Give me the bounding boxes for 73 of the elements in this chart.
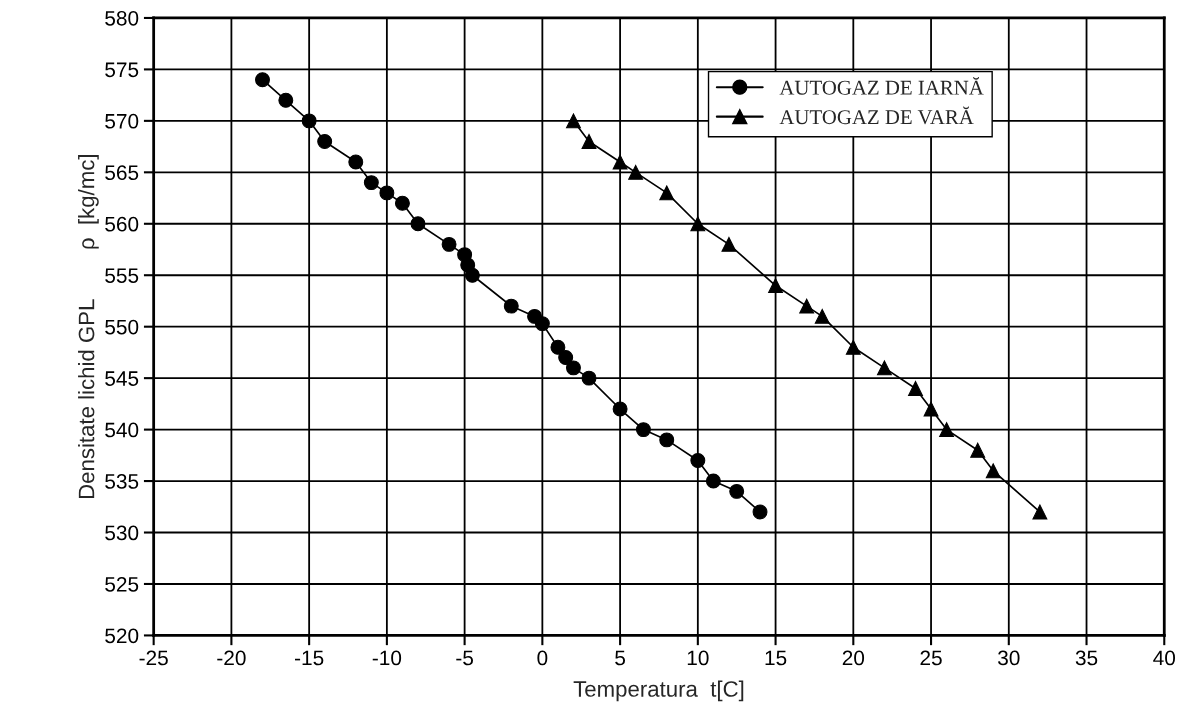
y-tick-label: 540	[105, 422, 139, 438]
point	[317, 133, 333, 149]
point	[348, 154, 364, 170]
x-tick-label: -20	[217, 650, 246, 666]
point	[565, 113, 581, 129]
point	[612, 401, 628, 417]
y-tick-label: 525	[105, 576, 139, 592]
y-tick-label: 535	[105, 474, 139, 489]
y-tick-label: 580	[105, 10, 139, 26]
x-tick-label: 5	[615, 650, 626, 666]
y-tick-label: 555	[105, 268, 139, 283]
point	[768, 278, 784, 293]
point	[752, 504, 768, 520]
y-tick-label: 565	[105, 165, 139, 181]
x-tick-label: -5	[456, 650, 474, 666]
point	[581, 370, 597, 386]
x-tick-label: 30	[998, 650, 1020, 666]
point	[1032, 504, 1048, 520]
point	[705, 473, 721, 489]
x-tick-label: 15	[765, 650, 787, 666]
y-tick-label: 530	[105, 525, 139, 541]
point	[301, 113, 317, 129]
x-tick-label: 25	[920, 650, 942, 666]
y-axis-title: Densitate lichid GPL ρ [kg/mc]	[78, 155, 99, 499]
x-axis-title: Temperatura t[C]	[573, 680, 744, 702]
point	[659, 432, 675, 448]
x-tick-label: 35	[1075, 650, 1098, 666]
point	[876, 360, 892, 376]
point	[379, 185, 395, 201]
point	[635, 422, 651, 438]
point	[550, 339, 566, 355]
point	[503, 298, 519, 314]
point	[255, 72, 270, 88]
legend-label: AUTOGAZ DE IARNĂ	[779, 76, 984, 95]
x-tick-label: 20	[842, 650, 865, 666]
point	[581, 133, 597, 149]
point	[985, 463, 1001, 479]
point	[690, 216, 706, 232]
point	[799, 298, 815, 314]
point	[659, 185, 675, 201]
y-tick-label: 570	[105, 113, 139, 129]
y-tick-label: 560	[105, 216, 139, 232]
point	[464, 267, 480, 283]
point	[441, 236, 457, 252]
point	[923, 401, 939, 417]
point	[278, 92, 294, 108]
x-tick-label: 0	[537, 650, 548, 666]
point	[558, 350, 574, 366]
point	[534, 316, 550, 332]
point	[721, 236, 737, 252]
point	[970, 442, 986, 458]
x-tick-label: 10	[687, 650, 709, 666]
point	[565, 360, 581, 376]
point	[939, 422, 955, 438]
point	[908, 380, 923, 396]
point	[394, 195, 410, 211]
point	[363, 175, 379, 191]
point	[729, 483, 745, 499]
x-tick-label: -10	[372, 650, 402, 666]
y-tick-label: 550	[105, 319, 139, 335]
point	[410, 216, 426, 232]
y-tick-label: 520	[105, 628, 139, 644]
point	[814, 308, 830, 324]
x-tick-label: 40	[1153, 650, 1176, 666]
y-tick-label: 545	[105, 371, 139, 386]
y-tick-label: 575	[105, 62, 139, 78]
point	[690, 453, 706, 468]
x-tick-label: -15	[295, 650, 324, 666]
x-tick-label: -25	[139, 650, 168, 666]
point	[628, 164, 644, 180]
point	[845, 339, 861, 355]
legend-label: AUTOGAZ DE VARĂ	[779, 106, 974, 125]
point	[612, 154, 628, 170]
